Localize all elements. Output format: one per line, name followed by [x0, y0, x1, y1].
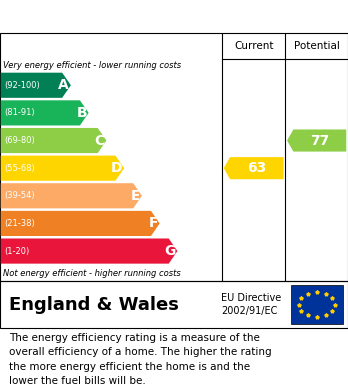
Text: (39-54): (39-54) — [4, 191, 35, 200]
Text: (21-38): (21-38) — [4, 219, 35, 228]
Polygon shape — [224, 157, 284, 179]
Text: (92-100): (92-100) — [4, 81, 40, 90]
Text: A: A — [58, 78, 69, 92]
Text: (81-91): (81-91) — [4, 108, 35, 117]
Text: G: G — [164, 244, 176, 258]
Polygon shape — [1, 239, 177, 264]
Text: D: D — [111, 161, 122, 175]
Text: Not energy efficient - higher running costs: Not energy efficient - higher running co… — [3, 269, 181, 278]
Polygon shape — [287, 129, 346, 152]
Text: F: F — [149, 217, 158, 230]
Text: Energy Efficiency Rating: Energy Efficiency Rating — [9, 9, 230, 24]
Polygon shape — [1, 156, 124, 181]
Text: The energy efficiency rating is a measure of the
overall efficiency of a home. T: The energy efficiency rating is a measur… — [9, 333, 271, 386]
Polygon shape — [1, 183, 142, 208]
Text: (69-80): (69-80) — [4, 136, 35, 145]
Text: EU Directive
2002/91/EC: EU Directive 2002/91/EC — [221, 293, 281, 316]
Polygon shape — [1, 211, 160, 236]
Bar — [291, 285, 343, 324]
Text: Current: Current — [234, 41, 274, 51]
Text: 77: 77 — [310, 133, 330, 147]
Text: 63: 63 — [247, 161, 267, 175]
Polygon shape — [1, 73, 71, 98]
Text: Very energy efficient - lower running costs: Very energy efficient - lower running co… — [3, 61, 182, 70]
Polygon shape — [1, 100, 89, 126]
Polygon shape — [1, 128, 106, 153]
Text: England & Wales: England & Wales — [9, 296, 179, 314]
Text: (1-20): (1-20) — [4, 247, 30, 256]
Text: E: E — [131, 189, 140, 203]
Text: B: B — [76, 106, 87, 120]
Text: Potential: Potential — [294, 41, 340, 51]
Text: (55-68): (55-68) — [4, 164, 35, 173]
Text: C: C — [94, 133, 105, 147]
